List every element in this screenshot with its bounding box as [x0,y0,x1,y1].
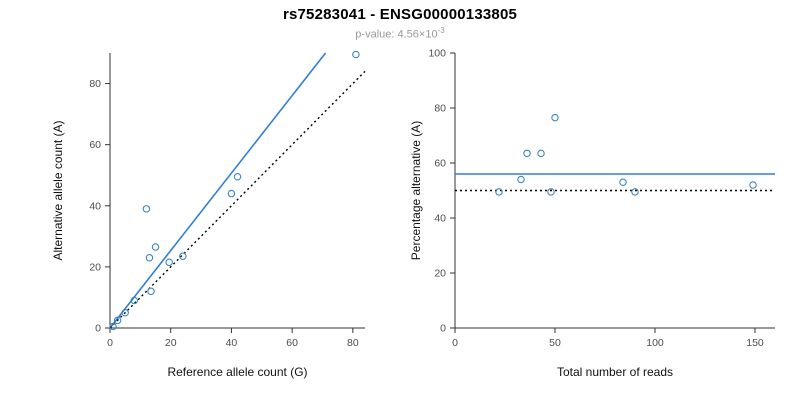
data-point [619,178,627,187]
x-axis-title: Total number of reads [557,365,673,379]
y-tick-label: 80 [434,103,446,115]
allele-count-scatter-plot: 0 20 40 60 80 0 20 40 60 80 Reference allele count… [51,50,366,379]
data-point [495,188,503,196]
data-point [227,189,236,198]
x-tick-label: 80 [347,337,359,349]
y-tick-label: 60 [89,139,101,151]
y-tick-label: 20 [434,268,446,280]
plot-title: rs75283041 - ENSG00000133805 [282,6,518,23]
y-tick-label: 0 [95,323,101,335]
data-point [109,322,117,331]
y-tick-label: 40 [89,200,101,212]
charts-row: 0 20 40 60 80 0 20 40 60 80 Reference allele count… [0,38,800,398]
data-point [352,50,360,59]
data-point [537,149,545,158]
x-tick-label: 60 [286,337,298,349]
data-point [165,258,173,267]
y-tick-label: 60 [434,158,446,170]
data-point [113,316,122,325]
x-tick-label: 150 [746,337,764,349]
data-point [151,243,160,251]
identity-line [109,70,366,329]
data-point [631,188,639,196]
p-value-exponent: -3 [437,26,445,35]
x-axis-title: Reference allele count (G) [167,365,307,379]
plot-header: rs75283041 - ENSG00000133805 p-value: 4.… [0,6,800,41]
p-value-prefix: p-value: [355,28,398,41]
data-point [179,252,187,260]
y-axis-title: Percentage alternative (A) [409,121,423,260]
data-point [523,149,531,158]
data-point [517,175,525,184]
x-tick-label: 50 [549,337,561,349]
y-tick-label: 80 [89,78,101,90]
data-point [551,113,559,122]
p-value-label: p-value: 4.56×10-3 [0,26,800,41]
y-tick-label: 20 [89,261,101,273]
y-axis-title: Alternative allele count (A) [51,120,65,260]
y-tick-label: 40 [434,213,446,225]
data-point [130,296,139,305]
data-point [749,181,757,189]
data-point [147,287,155,296]
y-tick-label: 100 [428,48,446,60]
p-value-mantissa: 4.56×10 [397,28,438,41]
x-tick-label: 0 [107,337,113,349]
x-tick-label: 0 [452,337,458,349]
x-tick-label: 40 [226,337,238,349]
y-tick-label: 0 [440,323,446,335]
x-tick-label: 20 [165,337,177,349]
x-tick-label: 100 [646,337,664,349]
data-point [547,188,555,196]
data-point [233,173,242,181]
data-point [145,253,154,262]
percentage-reads-scatter-plot: 0 50 100 150 0 20 40 60 80 100 Total number of rea… [409,48,775,379]
fitted-ratio-line [109,52,327,329]
data-point [142,205,151,213]
data-point [121,308,129,317]
